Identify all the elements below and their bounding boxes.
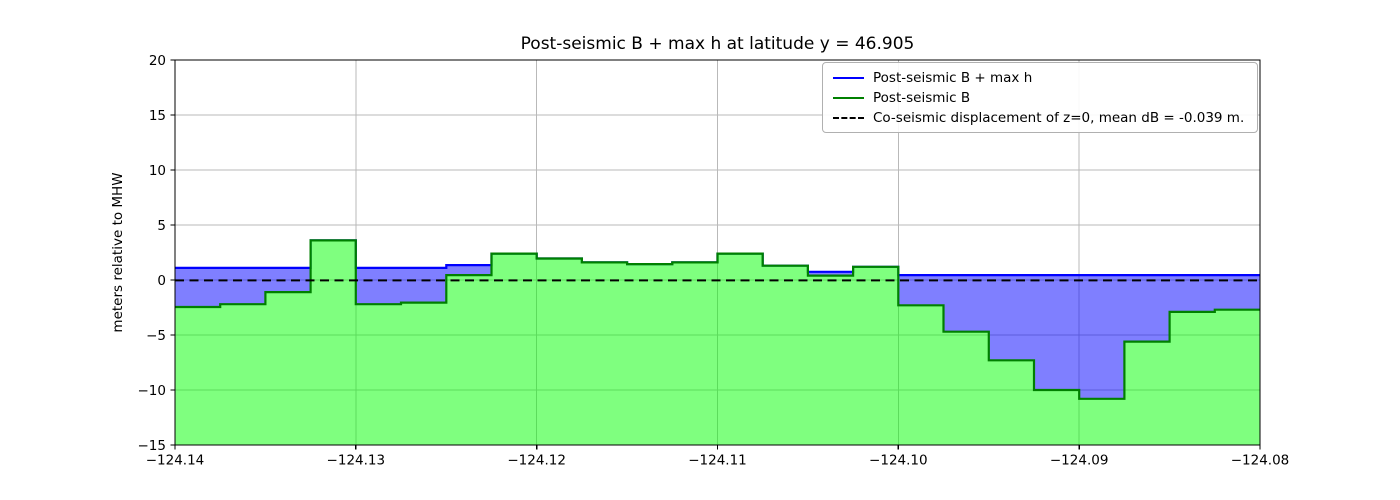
axes-layer: −124.14 −124.13 −124.12 −124.11 −124.10 −124.… (138, 53, 1290, 469)
x-tick-label: −124.13 (327, 453, 386, 469)
legend-label: Post-seismic B (873, 90, 971, 106)
series-layer (175, 239, 1260, 445)
series-line-b (175, 239, 1260, 400)
x-tick-label: −124.14 (146, 453, 205, 469)
y-tick-label: 0 (157, 273, 166, 289)
y-tick-label: 15 (149, 108, 166, 124)
legend-label: Co-seismic displacement of z=0, mean dB … (873, 110, 1245, 126)
x-tick-label: −124.10 (869, 453, 928, 469)
y-tick-label: 5 (157, 218, 166, 234)
blue-line-icon (833, 77, 864, 79)
chart-title: Post-seismic B + max h at latitude y = 4… (521, 34, 915, 54)
y-tick-label: −5 (146, 328, 166, 344)
x-tick-label: −124.11 (688, 453, 747, 469)
legend-item-post-seismic-b-max-h: Post-seismic B + max h (833, 68, 1249, 88)
x-tick-label: −124.12 (507, 453, 566, 469)
y-tick-label: 10 (149, 163, 166, 179)
legend-item-co-seismic-displacement: Co-seismic displacement of z=0, mean dB … (833, 108, 1249, 128)
legend-item-post-seismic-b: Post-seismic B (833, 88, 1249, 108)
x-tick-label: −124.08 (1231, 453, 1290, 469)
dashed-line-icon (833, 117, 864, 119)
x-tick-label: −124.09 (1050, 453, 1109, 469)
green-line-icon (833, 97, 864, 99)
legend: Post-seismic B + max h Post-seismic B Co… (822, 62, 1258, 133)
y-tick-label: −10 (138, 383, 167, 399)
y-axis-label: meters relative to MHW (110, 172, 126, 332)
y-tick-label: −15 (138, 438, 167, 454)
series-fill-b (175, 240, 1260, 445)
y-tick-label: 20 (149, 53, 166, 69)
legend-label: Post-seismic B + max h (873, 70, 1033, 86)
